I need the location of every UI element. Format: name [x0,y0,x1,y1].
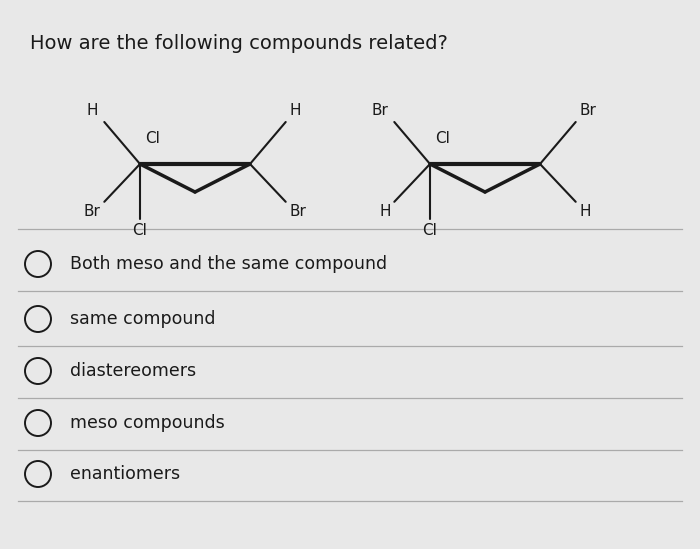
Text: enantiomers: enantiomers [70,465,180,483]
Text: Cl: Cl [132,222,148,238]
Text: same compound: same compound [70,310,216,328]
Text: Br: Br [372,103,389,119]
Text: H: H [379,204,391,219]
Text: H: H [580,204,591,219]
Text: diastereomers: diastereomers [70,362,196,380]
Text: Cl: Cl [435,131,450,146]
Text: Both meso and the same compound: Both meso and the same compound [70,255,387,273]
Text: H: H [87,103,98,119]
Text: Cl: Cl [145,131,160,146]
Text: Br: Br [289,204,306,219]
Text: meso compounds: meso compounds [70,414,225,432]
Text: H: H [289,103,301,119]
Text: Br: Br [580,103,596,119]
Text: Cl: Cl [423,222,438,238]
Text: How are the following compounds related?: How are the following compounds related? [30,34,448,53]
Text: Br: Br [84,204,101,219]
